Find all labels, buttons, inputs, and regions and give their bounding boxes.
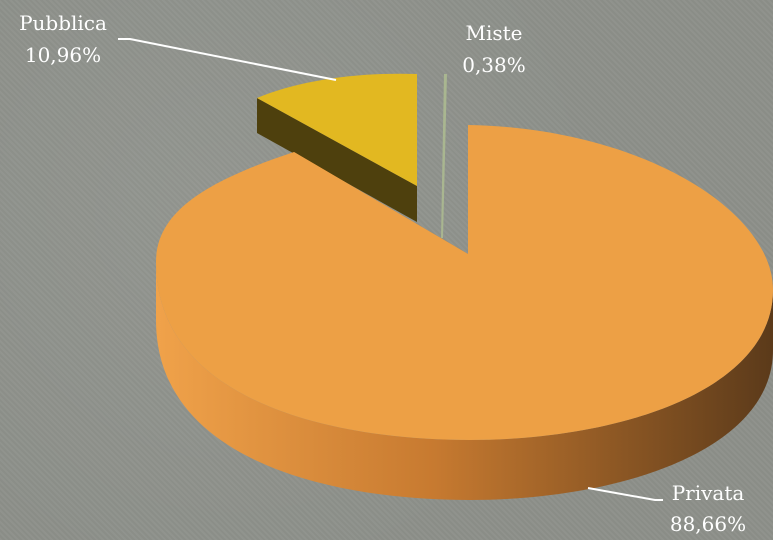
slice-privata bbox=[156, 125, 773, 500]
label-privata-value: 88,66% bbox=[670, 512, 746, 536]
slice-pubblica-side-left bbox=[257, 98, 417, 222]
slice-pubblica-top bbox=[257, 73, 417, 186]
label-pubblica-value: 10,96% bbox=[25, 43, 101, 67]
slice-miste-top bbox=[441, 74, 447, 238]
slice-pubblica bbox=[257, 73, 417, 222]
slice-privata-top bbox=[156, 125, 773, 440]
label-pubblica-name: Pubblica bbox=[19, 11, 107, 35]
label-privata-name: Privata bbox=[672, 481, 745, 505]
leader-line-privata bbox=[587, 487, 663, 501]
slice-miste bbox=[441, 74, 447, 238]
label-miste-value: 0,38% bbox=[462, 53, 526, 77]
leader-lines bbox=[118, 38, 663, 501]
slice-privata-side-wall bbox=[156, 262, 773, 500]
data-labels: Pubblica 10,96% Miste 0,38% Privata 88,6… bbox=[19, 11, 746, 536]
label-miste-name: Miste bbox=[465, 21, 522, 45]
leader-line-pubblica bbox=[118, 38, 337, 81]
